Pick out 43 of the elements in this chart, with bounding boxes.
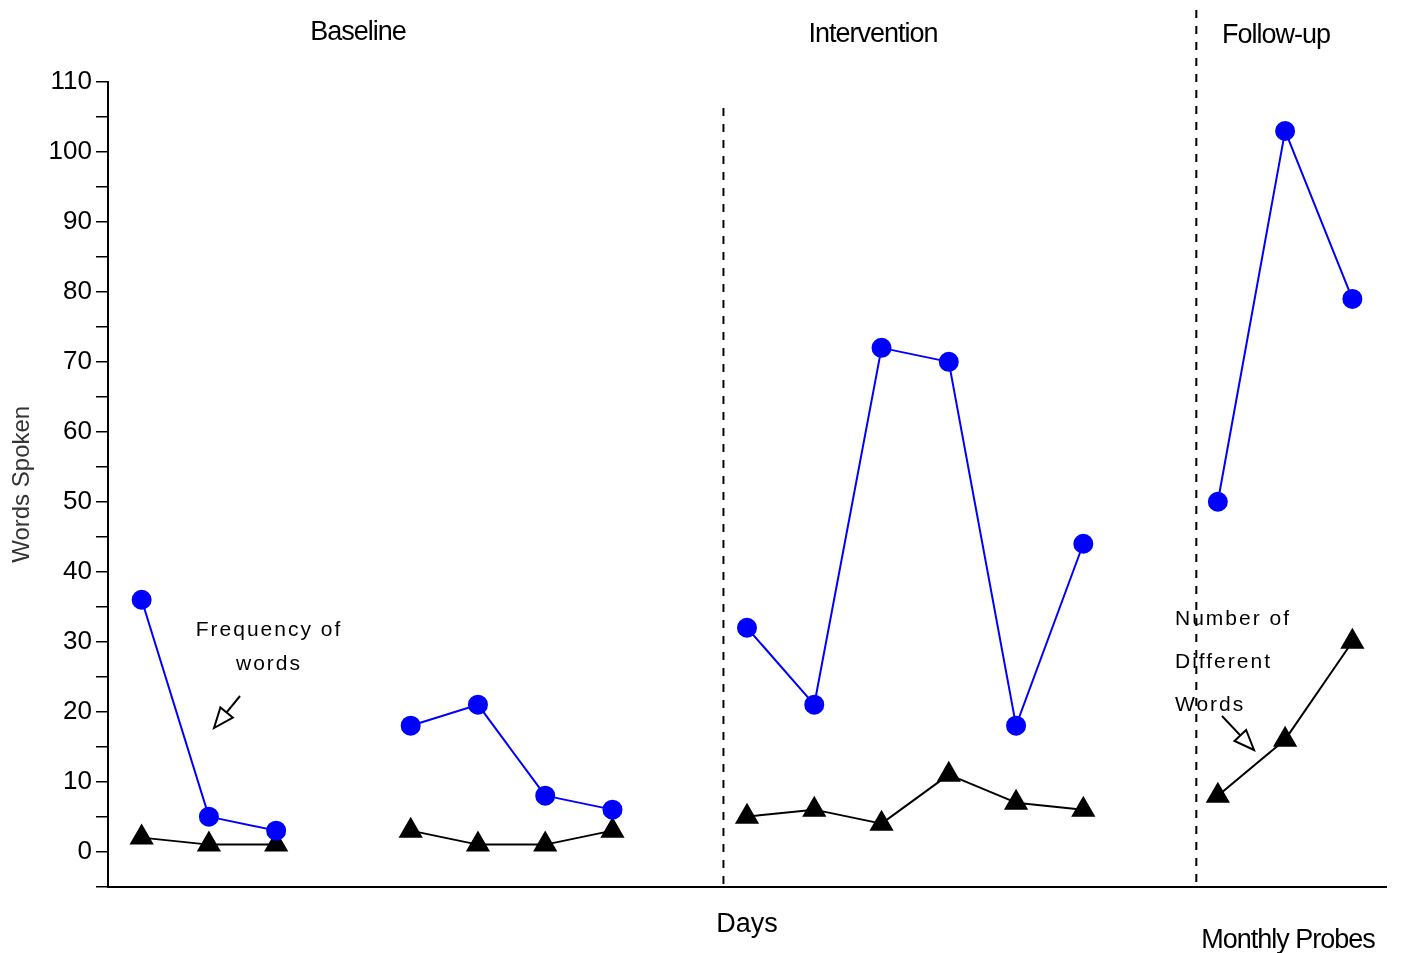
point (737, 617, 757, 638)
y-tick-label: 0 (77, 834, 92, 865)
point (870, 810, 893, 831)
y-tick-label: 30 (63, 624, 92, 655)
text: Intervention (807, 17, 939, 50)
point (938, 351, 959, 372)
point (1207, 491, 1228, 512)
text: Monthly Probes (1200, 923, 1376, 953)
text: Follow-up (1220, 18, 1331, 51)
point (1273, 726, 1297, 747)
point (130, 824, 154, 845)
point (466, 831, 490, 852)
y-tick-label: 20 (63, 694, 92, 725)
point (197, 831, 221, 852)
annotation: Number of Different Words (1175, 605, 1293, 717)
y-tick-label: 90 (63, 205, 92, 236)
text: Baseline (309, 15, 407, 48)
point (1071, 796, 1095, 817)
point (1342, 288, 1363, 309)
annotation: Frequency of words (194, 616, 344, 676)
point (937, 761, 961, 782)
point (1004, 789, 1028, 810)
y-tick-label: 70 (63, 345, 92, 376)
point (1275, 120, 1296, 141)
y-tick-label: 100 (48, 135, 92, 166)
point (1340, 628, 1364, 649)
y-tick-label: 40 (63, 554, 92, 585)
point (601, 817, 624, 838)
y-tick-label: 10 (63, 764, 92, 795)
y-axis-title: Words Spoken (7, 405, 35, 563)
y-tick-label: 60 (63, 415, 92, 445)
point (399, 817, 423, 838)
point (802, 796, 826, 817)
point (131, 589, 152, 610)
y-tick-label: 110 (50, 65, 92, 96)
point (735, 803, 759, 824)
point (871, 337, 892, 358)
point (1073, 533, 1094, 554)
point (533, 831, 557, 852)
y-tick-label: 80 (63, 275, 92, 306)
point (1206, 782, 1230, 803)
x-axis-title: Days (716, 908, 778, 939)
y-tick-label: 50 (63, 484, 92, 515)
